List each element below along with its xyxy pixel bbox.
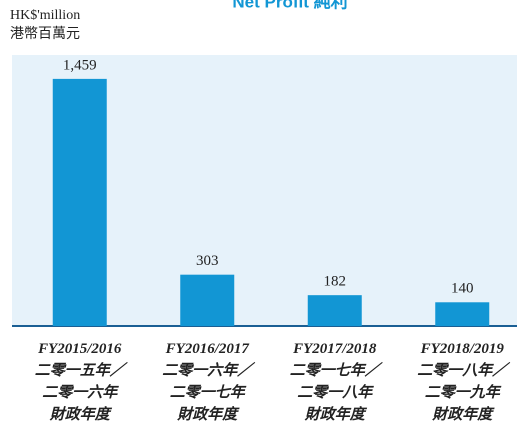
unit-label: HK$'million 港幣百萬元: [10, 8, 81, 42]
bar: [307, 295, 362, 326]
x-tick-label: FY2015/2016 二零一五年／ 二零一六年 財政年度: [34, 341, 125, 423]
x-tick-label: FY2016/2017 二零一六年／ 二零一七年 財政年度: [162, 341, 253, 423]
bar: [52, 78, 107, 327]
bar: [180, 274, 235, 326]
value-label: 182: [324, 274, 347, 290]
x-tick-label: FY2018/2019 二零一八年／ 二零一九年 財政年度: [417, 341, 508, 423]
x-tick-label: FY2017/2018 二零一七年／ 二零一八年 財政年度: [289, 341, 380, 423]
bar: [435, 302, 490, 326]
chart-title: Net Profit 純利: [232, 0, 347, 11]
value-label: 1,459: [63, 57, 97, 73]
value-label: 140: [451, 281, 474, 297]
value-label: 303: [196, 253, 219, 269]
